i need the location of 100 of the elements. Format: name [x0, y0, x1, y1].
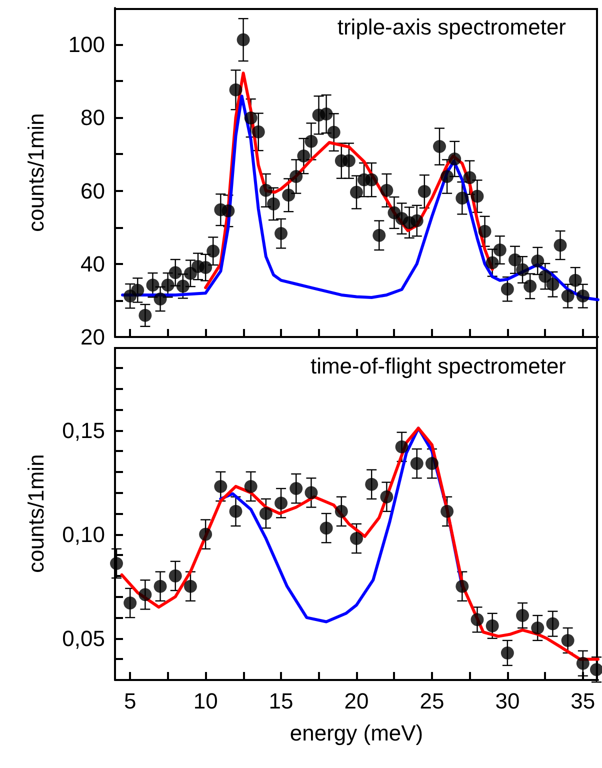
point	[110, 556, 124, 570]
point	[576, 290, 590, 303]
point	[327, 126, 340, 139]
point	[576, 656, 590, 670]
point	[546, 617, 560, 630]
y-tick-label: 20	[80, 324, 105, 350]
point	[297, 150, 310, 163]
point	[440, 504, 454, 518]
point	[463, 171, 476, 184]
point	[342, 154, 356, 168]
x-tick-label: 35	[570, 688, 596, 714]
point	[176, 280, 190, 293]
point	[199, 261, 212, 274]
point	[531, 621, 544, 634]
y-axis-title: counts/1min	[24, 454, 48, 573]
annotation: triple-axis spectrometer	[337, 14, 566, 40]
point	[267, 197, 280, 210]
y-tick-label: 80	[80, 105, 105, 130]
point	[470, 190, 484, 203]
point	[168, 266, 182, 280]
point	[516, 608, 530, 622]
y-tick-label: 100	[68, 32, 105, 58]
point	[236, 33, 250, 46]
point	[222, 204, 235, 218]
point	[229, 504, 242, 518]
point	[395, 440, 408, 454]
y-axis-title: counts/1min	[24, 113, 48, 232]
y-tick-label: 0,15	[62, 418, 105, 443]
point	[500, 646, 514, 660]
point	[199, 528, 212, 541]
point	[486, 256, 499, 270]
point	[538, 270, 552, 283]
point	[493, 244, 506, 256]
point	[274, 496, 288, 510]
y-tick-label: 0,05	[62, 626, 105, 651]
point	[568, 274, 582, 287]
y-tick-label: 60	[80, 178, 105, 204]
point	[184, 580, 197, 593]
x-tick-label: 20	[344, 688, 369, 714]
point	[478, 224, 492, 238]
x-tick-label: 10	[193, 688, 218, 714]
point	[168, 569, 182, 582]
x-axis-title: energy (meV)	[290, 720, 424, 746]
point	[410, 457, 424, 470]
point	[365, 478, 378, 491]
point	[274, 227, 288, 240]
point	[282, 188, 296, 202]
point	[372, 228, 386, 242]
point	[320, 108, 333, 121]
point	[561, 634, 574, 647]
point	[259, 184, 272, 197]
point	[138, 308, 152, 322]
point	[154, 580, 167, 593]
y-tick-label: 40	[80, 251, 105, 276]
point	[290, 482, 303, 496]
y-tick-label: 0,10	[62, 522, 105, 547]
point	[244, 480, 258, 493]
point	[138, 588, 152, 602]
point	[425, 457, 438, 470]
point	[516, 263, 530, 276]
point	[206, 244, 220, 258]
point	[365, 173, 378, 186]
point	[433, 140, 446, 154]
point	[252, 125, 265, 138]
point	[524, 280, 537, 293]
point	[508, 253, 522, 266]
point	[290, 170, 303, 184]
point	[440, 170, 454, 184]
point	[380, 490, 394, 504]
point	[320, 522, 333, 535]
point	[124, 596, 137, 610]
point	[154, 292, 167, 306]
point	[531, 254, 544, 268]
point	[161, 278, 174, 292]
x-tick-label: 15	[268, 688, 294, 714]
point	[590, 663, 602, 676]
point	[146, 278, 160, 292]
point	[410, 214, 424, 228]
point	[456, 580, 469, 593]
point	[554, 238, 567, 252]
x-tick-label: 5	[124, 688, 136, 714]
point	[304, 134, 318, 148]
x-tick-label: 30	[495, 688, 520, 714]
point	[304, 486, 318, 500]
point	[470, 613, 484, 626]
point	[350, 186, 363, 199]
point	[456, 192, 469, 205]
point	[561, 290, 574, 303]
point	[229, 83, 242, 96]
point	[244, 112, 258, 125]
point	[418, 185, 431, 198]
point	[448, 152, 462, 166]
point	[214, 480, 228, 493]
point	[350, 532, 363, 545]
point	[486, 619, 499, 632]
x-tick-label: 25	[420, 688, 444, 714]
annotation: time-of-flight spectrometer	[310, 354, 566, 378]
point	[500, 282, 514, 296]
point	[334, 504, 348, 518]
point	[131, 284, 144, 297]
